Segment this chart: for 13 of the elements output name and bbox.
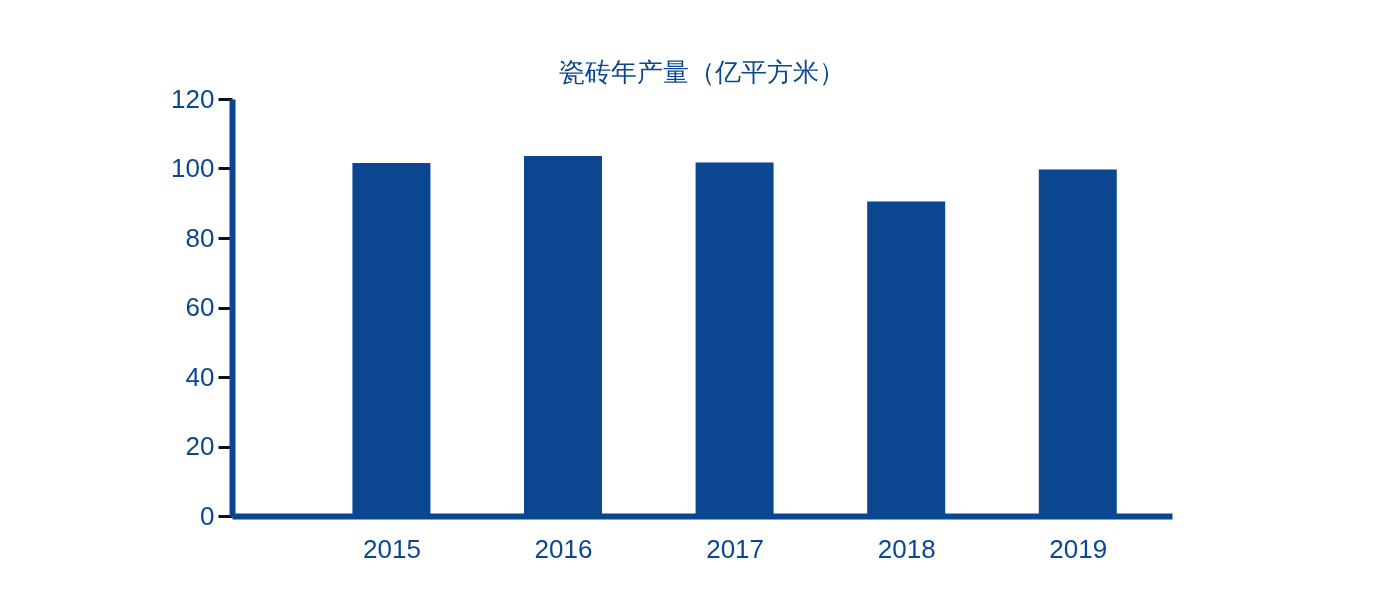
x-tick-label: 2016: [534, 533, 593, 564]
y-tick-label: 60: [185, 292, 215, 322]
y-tick-label: 0: [200, 500, 215, 531]
x-tick-label: 2017: [706, 533, 765, 564]
y-tick-label: 20: [185, 431, 215, 461]
x-tick-label: 2019: [1049, 533, 1108, 564]
y-tick-label: 100: [171, 153, 215, 183]
x-tick-label: 2015: [363, 533, 421, 564]
x-tick-label: 2018: [877, 533, 936, 564]
chart-title: 瓷砖年产量（亿平方米）: [559, 57, 845, 87]
y-tick-label: 40: [185, 361, 215, 392]
y-tick-label: 80: [185, 222, 215, 253]
y-tick-label: 120: [171, 83, 215, 114]
